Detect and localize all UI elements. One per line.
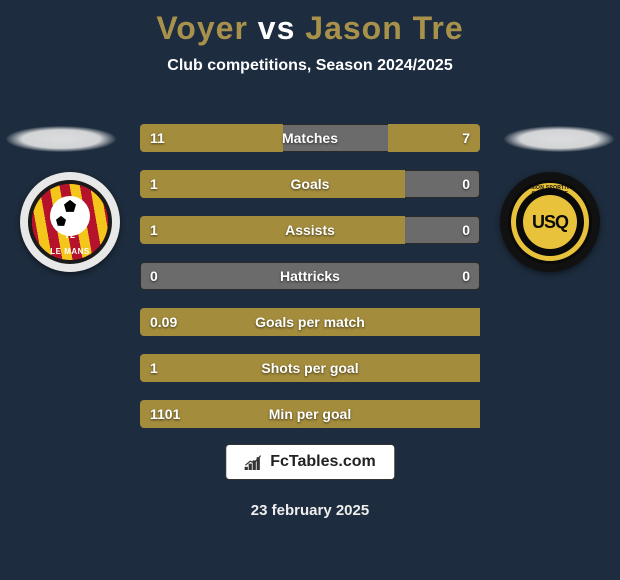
club-badge-right: UNION SPORTIVE QUEVILLAISE USQ	[500, 172, 600, 272]
quevilly-core-text: USQ	[532, 212, 568, 233]
badge-shadow-left	[6, 126, 116, 152]
stat-row: 11Matches7	[140, 124, 480, 152]
quevilly-core: USQ	[523, 195, 577, 249]
stat-row: 1Goals0	[140, 170, 480, 198]
date-text: 23 february 2025	[0, 502, 620, 519]
stat-right-value: 0	[462, 170, 470, 198]
stat-bars: 11Matches71Goals01Assists00Hattricks00.0…	[140, 124, 480, 446]
stat-row: 1Assists0	[140, 216, 480, 244]
stat-row: 1101Min per goal	[140, 400, 480, 428]
subtitle: Club competitions, Season 2024/2025	[0, 57, 620, 75]
branding-badge: FcTables.com	[225, 444, 395, 480]
stat-label: Hattricks	[140, 262, 480, 290]
badge-shadow-right	[504, 126, 614, 152]
stat-label: Min per goal	[140, 400, 480, 428]
stat-right-value: 0	[462, 216, 470, 244]
stat-row: 0.09Goals per match	[140, 308, 480, 336]
fctables-icon	[244, 454, 264, 470]
lemans-crest: 72 LE MANS	[28, 180, 112, 264]
stat-label: Matches	[140, 124, 480, 152]
comparison-card: Voyer vs Jason Tre Club competitions, Se…	[0, 0, 620, 580]
stat-label: Assists	[140, 216, 480, 244]
stat-right-value: 0	[462, 262, 470, 290]
stat-label: Goals per match	[140, 308, 480, 336]
lemans-label: LE MANS	[32, 247, 108, 256]
player1-name: Voyer	[156, 10, 248, 46]
title: Voyer vs Jason Tre	[0, 0, 620, 47]
stat-label: Shots per goal	[140, 354, 480, 382]
vs-text: vs	[258, 10, 296, 46]
quevilly-crest: UNION SPORTIVE QUEVILLAISE USQ	[508, 180, 592, 264]
stat-row: 1Shots per goal	[140, 354, 480, 382]
player2-name: Jason Tre	[305, 10, 463, 46]
lemans-number: 72	[65, 230, 75, 240]
stat-label: Goals	[140, 170, 480, 198]
club-badge-left: 72 LE MANS	[20, 172, 120, 272]
stat-right-value: 7	[462, 124, 470, 152]
stat-row: 0Hattricks0	[140, 262, 480, 290]
branding-text: FcTables.com	[270, 453, 376, 471]
